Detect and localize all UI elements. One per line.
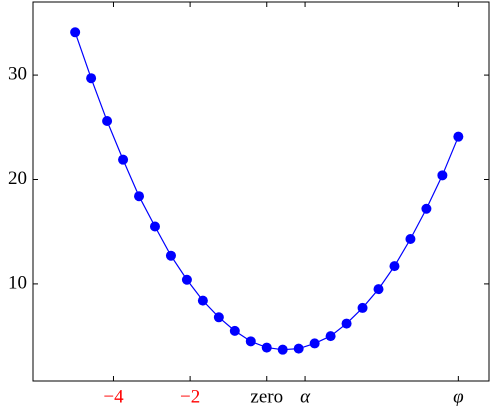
y-tick-label: 20 [8, 168, 27, 189]
plot-frame [32, 1, 490, 382]
y-tick-label: 30 [8, 63, 27, 84]
marker [325, 331, 336, 342]
marker [149, 221, 160, 232]
marker [165, 250, 176, 261]
y-tick-label: 10 [8, 272, 27, 293]
marker [341, 318, 352, 329]
marker [245, 336, 256, 347]
marker [421, 203, 432, 214]
line [74, 32, 459, 351]
x-tick-label: φ [453, 386, 464, 406]
marker [118, 154, 129, 165]
marker [453, 131, 464, 142]
marker [437, 170, 448, 181]
marker [86, 73, 97, 84]
marker [102, 116, 113, 127]
marker [181, 274, 192, 285]
marker [197, 295, 208, 306]
marker [261, 342, 272, 353]
x-tick-label: zero [250, 386, 283, 406]
marker [389, 261, 400, 272]
x-tick-label: −2 [180, 386, 200, 406]
marker [70, 27, 81, 38]
marker [277, 344, 288, 355]
marker [229, 325, 240, 336]
x-tick-label: α [300, 386, 311, 406]
x-tick-label: −4 [103, 386, 124, 406]
marker [373, 284, 384, 295]
marker [213, 312, 224, 323]
marker [293, 343, 304, 354]
marker [309, 338, 320, 349]
marker [357, 302, 368, 313]
marker [405, 234, 416, 245]
marker [134, 191, 145, 202]
